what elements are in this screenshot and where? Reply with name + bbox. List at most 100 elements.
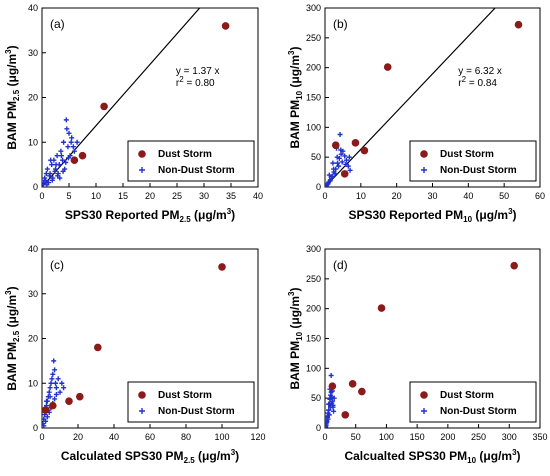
x-tick-label: 150: [410, 432, 425, 442]
legend-non-dust-label: Non-Dust Storm: [440, 165, 517, 176]
legend-non-dust-label: Non-Dust Storm: [158, 406, 235, 417]
dust-point: [348, 380, 357, 388]
non-dust-point: [53, 391, 59, 397]
non-dust-point: [68, 139, 74, 145]
non-dust-point: [44, 414, 50, 420]
y-tick-label: 10: [28, 137, 38, 147]
non-dust-point: [66, 130, 72, 136]
dust-point: [42, 406, 50, 414]
y-tick-label: 50: [311, 393, 321, 403]
non-dust-point: [59, 380, 65, 386]
panel-label: (d): [333, 258, 348, 272]
non-dust-point: [49, 177, 55, 183]
non-dust-point: [331, 395, 337, 401]
dust-point: [328, 382, 337, 391]
non-dust-point: [336, 163, 342, 169]
x-tick-label: 250: [471, 432, 486, 442]
non-dust-point: [346, 154, 352, 160]
fit-equation: y = 1.37 x: [176, 66, 220, 77]
dust-point: [218, 263, 226, 271]
non-dust-point: [44, 398, 49, 404]
non-dust-point: [52, 168, 58, 174]
non-dust-point: [65, 155, 71, 161]
panel-2: 0 10 20 30 40 50 60 0 50 100 150 200 250 300 SPS30 Rep…: [287, 3, 545, 224]
x-tick-label: 20: [392, 191, 402, 201]
y-axis-label: BAM PM2.5 (μg/m3): [4, 45, 21, 149]
non-dust-point: [69, 135, 75, 141]
dust-point: [94, 343, 102, 352]
legend-box: [127, 140, 255, 182]
x-tick-label: 0: [39, 432, 44, 442]
legend-dust-marker: [420, 391, 428, 399]
x-tick-label: 20: [145, 191, 155, 201]
x-tick-label: 40: [109, 432, 119, 442]
non-dust-point: [338, 151, 344, 157]
y-axis-label: BAM PM10 (μg/m3): [287, 287, 304, 389]
legend-dust-marker: [420, 150, 428, 158]
non-dust-point: [47, 394, 53, 400]
legend-box: [409, 140, 537, 182]
x-tick-label: 0: [322, 191, 327, 201]
panel-label: (b): [333, 17, 348, 31]
non-dust-point: [325, 183, 329, 187]
panel-label: (c): [50, 258, 64, 272]
y-tick-label: 20: [28, 334, 38, 344]
legend-box: [409, 381, 537, 423]
dust-point: [358, 387, 366, 396]
x-tick-label: 60: [535, 191, 545, 201]
x-tick-label: 30: [427, 191, 437, 201]
panel-4: 0 50 100 150 200 250 300 350 0 50 100 150 200 250 300 C…: [287, 244, 548, 465]
non-dust-point: [44, 166, 50, 172]
data-layer: [42, 263, 226, 428]
x-tick-label: 80: [181, 432, 191, 442]
y-tick-label: 300: [306, 3, 321, 13]
dust-point: [514, 20, 523, 29]
fit-line: [325, 8, 496, 187]
legend-dust-label: Dust Storm: [158, 149, 212, 160]
non-dust-point: [326, 172, 332, 178]
legend-non-dust-marker: [139, 408, 145, 414]
non-dust-point: [43, 418, 49, 424]
x-tick-label: 350: [532, 432, 547, 442]
non-dust-point: [331, 408, 337, 414]
non-dust-point: [55, 173, 61, 179]
non-dust-point: [326, 401, 332, 407]
y-tick-label: 0: [316, 423, 321, 433]
x-tick-label: 5: [66, 191, 71, 201]
non-dust-point: [327, 178, 333, 184]
legend-non-dust-marker: [421, 167, 427, 173]
non-dust-point: [65, 144, 71, 150]
x-tick-label: 40: [463, 191, 473, 201]
x-tick-label: 35: [226, 191, 236, 201]
non-dust-point: [46, 389, 52, 395]
data-layer: [325, 261, 518, 428]
non-dust-point: [342, 153, 348, 159]
dust-point: [377, 304, 386, 312]
dust-point: [360, 146, 369, 155]
non-dust-point: [338, 147, 344, 153]
y-tick-label: 40: [28, 3, 38, 13]
non-dust-point: [57, 389, 63, 395]
dust-point: [78, 151, 87, 160]
x-tick-label: 25: [172, 191, 182, 201]
non-dust-point: [339, 159, 345, 165]
dust-point: [383, 63, 392, 71]
non-dust-point: [326, 412, 332, 418]
non-dust-point: [51, 358, 57, 364]
dust-point: [49, 401, 57, 410]
x-tick-label: 100: [379, 432, 394, 442]
x-axis-label: SPS30 Reported PM10 (μg/m3): [348, 207, 516, 224]
non-dust-point: [70, 144, 76, 150]
y-tick-label: 150: [306, 334, 321, 344]
legend-non-dust-marker: [139, 167, 145, 173]
non-dust-point: [55, 376, 61, 382]
y-axis-label: BAM PM10 (μg/m3): [287, 46, 304, 148]
y-tick-label: 250: [306, 33, 321, 43]
legend-dust-label: Dust Storm: [158, 390, 212, 401]
non-dust-point: [63, 117, 69, 123]
non-dust-point: [332, 171, 338, 177]
x-tick-label: 50: [351, 432, 361, 442]
dust-point: [65, 397, 73, 405]
dust-point: [331, 141, 340, 150]
non-dust-point: [53, 385, 59, 391]
